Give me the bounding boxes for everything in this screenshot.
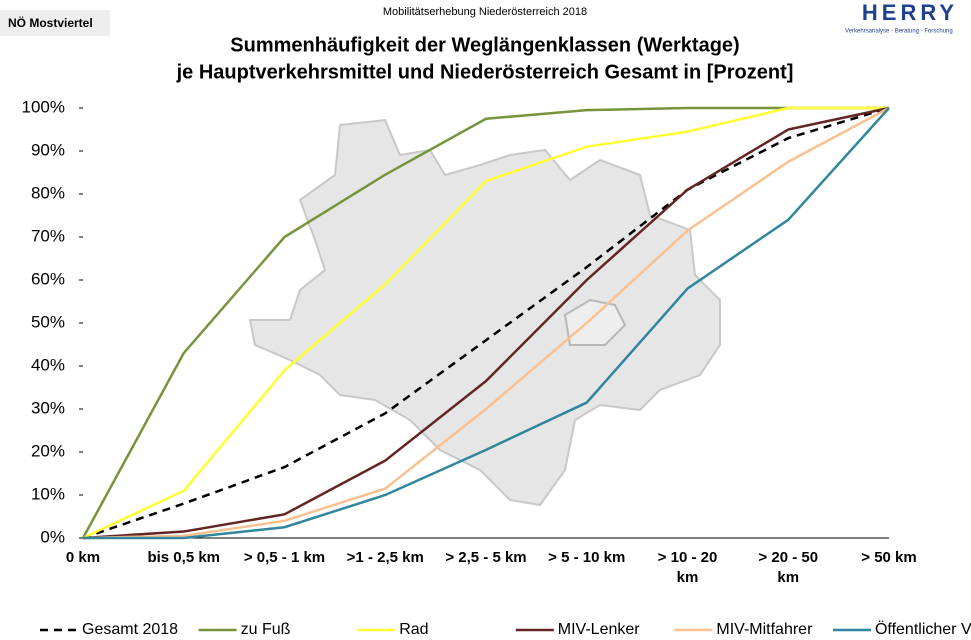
y-tick-label: 10%: [31, 484, 65, 503]
logo: HERRY: [862, 0, 958, 25]
x-tick-label: 0 km: [65, 549, 101, 566]
y-tick-label: 50%: [31, 312, 65, 331]
survey: Mobilitätserhebung Niederösterreich 2018: [383, 6, 587, 18]
legend-label: zu Fuß: [241, 621, 291, 638]
series-line: [82, 106, 890, 540]
x-tick-label: > 2,5 - 5 km: [445, 549, 527, 566]
series-line: [82, 106, 890, 540]
logo-tagline: Verkehrsanalyse - Beratung - Forschung: [845, 29, 953, 35]
series-line: [82, 106, 890, 540]
x-tick-label: > 5 - 10 km: [548, 549, 626, 566]
legend-label: Öffentlicher Verkehr: [875, 620, 971, 638]
y-tick-label: 80%: [31, 183, 65, 202]
y-tick-label: 60%: [31, 269, 65, 288]
y-tick-label: 20%: [31, 441, 65, 460]
chart-title: je Hauptverkehrsmittel und Niederösterre…: [176, 61, 794, 83]
legend-label: MIV-Lenker: [558, 621, 640, 638]
x-tick-label: >1 - 2,5 km: [346, 549, 424, 566]
x-tick-label: > 0,5 - 1 km: [243, 549, 326, 566]
y-tick-label: 70%: [31, 226, 65, 245]
y-tick-label: 100%: [22, 97, 65, 116]
series-line: [81, 106, 889, 539]
region-box: [0, 10, 110, 36]
series-line: [83, 107, 890, 540]
x-tick-label: > 20 - 50 km: [758, 549, 819, 586]
region: NÖ Mostviertel: [8, 15, 93, 30]
series-line: [82, 106, 889, 540]
legend-label: MIV-Mitfahrer: [716, 621, 813, 638]
x-tick-label: bis 0,5 km: [147, 549, 221, 566]
chart-title: Summenhäufigkeit der Weglängenklassen (W…: [230, 34, 739, 56]
legend-label: Rad: [399, 621, 428, 638]
map-vienna: [563, 298, 627, 346]
map-background: [248, 118, 721, 507]
x-tick-label: > 50 km: [861, 549, 917, 566]
y-tick-label: 40%: [31, 355, 65, 374]
y-tick-label: 0%: [40, 527, 65, 546]
legend-label: Gesamt 2018: [82, 621, 178, 638]
x-tick-label: > 10 - 20 km: [657, 549, 718, 586]
y-tick-label: 30%: [31, 398, 65, 417]
y-tick-label: 90%: [31, 140, 65, 159]
